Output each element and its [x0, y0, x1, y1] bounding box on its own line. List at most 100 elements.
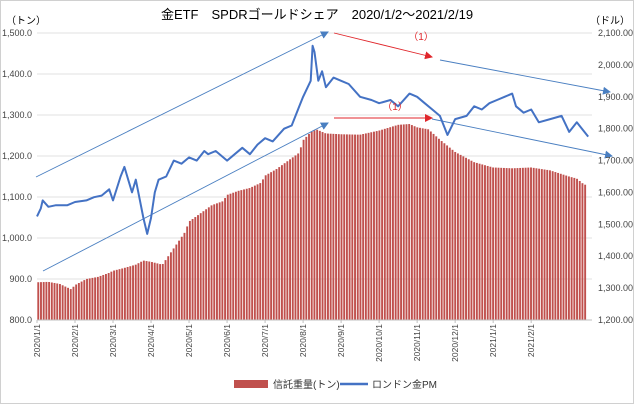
- tonnage-bar: [132, 265, 134, 320]
- tonnage-bar: [502, 167, 505, 320]
- tonnage-bar: [286, 161, 289, 320]
- tonnage-bar: [207, 207, 210, 320]
- tonnage-bar: [169, 252, 172, 320]
- tonnage-bar: [61, 285, 64, 320]
- tonnage-bar: [578, 180, 581, 320]
- tonnage-bar: [272, 170, 275, 320]
- tonnage-bar: [465, 157, 467, 320]
- tonnage-bar: [148, 261, 151, 320]
- legend-bar-label: 信託重量(トン): [273, 378, 340, 391]
- tonnage-bar: [199, 213, 202, 320]
- tonnage-bar: [446, 145, 449, 320]
- tonnage-bar: [313, 130, 316, 320]
- tonnage-bar: [383, 128, 386, 320]
- tonnage-bar: [456, 153, 459, 320]
- tonnage-bar: [478, 163, 481, 320]
- tonnage-bar: [251, 186, 254, 320]
- tonnage-bar: [508, 168, 511, 320]
- tonnage-bar: [492, 167, 495, 320]
- tonnage-bar: [159, 264, 162, 320]
- right-axis-tick: 1,600.00: [598, 187, 633, 197]
- tonnage-bar: [467, 159, 470, 320]
- red-arrow-upper: [333, 32, 433, 60]
- tonnage-bar: [524, 167, 527, 320]
- tonnage-bar: [391, 126, 394, 321]
- tonnage-bar: [354, 134, 356, 320]
- tonnage-bar: [221, 201, 224, 320]
- tonnage-bar: [134, 264, 137, 320]
- tonnage-bar: [275, 169, 278, 320]
- tonnage-bar: [451, 149, 454, 320]
- tonnage-bar: [142, 260, 145, 320]
- tonnage-bar: [153, 262, 156, 320]
- tonnage-bar: [167, 256, 170, 320]
- left-axis-unit: （トン）: [6, 15, 46, 27]
- legend-line-label: ロンドン金PM: [372, 378, 437, 391]
- tonnage-bar: [88, 278, 91, 320]
- tonnage-bar: [283, 163, 286, 320]
- x-axis-tick: 2020/3/1: [108, 324, 118, 357]
- tonnage-bar: [294, 155, 297, 320]
- tonnage-bar: [197, 215, 199, 320]
- legend-bar-swatch: [234, 380, 268, 388]
- tonnage-bar: [105, 273, 107, 320]
- uptrend-arrow-lower: [42, 122, 329, 272]
- tonnage-bar: [332, 133, 335, 320]
- tonnage-bar: [386, 128, 389, 320]
- tonnage-bar: [410, 125, 413, 321]
- right-axis-tick: 1,400.00: [598, 251, 633, 261]
- tonnage-bar: [151, 262, 153, 320]
- tonnage-bar: [462, 156, 465, 320]
- x-axis-tick: 2020/1/1: [32, 324, 42, 357]
- tonnage-bar: [297, 153, 300, 320]
- tonnage-bar: [335, 134, 338, 320]
- tonnage-bar: [115, 269, 118, 320]
- tonnage-bar: [205, 209, 208, 320]
- tonnage-bar: [324, 133, 327, 320]
- tonnage-bar: [562, 174, 565, 320]
- uptrend-arrow-upper: [35, 31, 329, 178]
- tonnage-bar: [118, 269, 121, 320]
- tonnage-bar: [69, 289, 72, 320]
- tonnage-bar: [123, 267, 126, 320]
- tonnage-bar: [413, 126, 416, 321]
- x-axis-tick: 2020/10/1: [374, 324, 384, 362]
- tonnage-bar: [435, 136, 438, 320]
- tonnage-bar: [527, 167, 530, 320]
- tonnage-bar: [77, 283, 80, 320]
- right-axis-tick: 1,800.00: [598, 124, 633, 134]
- tonnage-bar: [42, 282, 45, 320]
- tonnage-bar: [216, 203, 218, 320]
- x-axis-tick: 2020/7/1: [260, 324, 270, 357]
- tonnage-bar: [511, 168, 514, 320]
- tonnage-bar: [164, 260, 167, 320]
- left-axis-tick: 1,500.0: [2, 28, 32, 38]
- tonnage-bar: [535, 168, 538, 320]
- tonnage-bar: [448, 147, 451, 320]
- tonnage-bar: [497, 167, 500, 320]
- right-axis-unit: （ドル）: [590, 15, 630, 27]
- tonnage-bar: [318, 130, 321, 320]
- tonnage-bar: [278, 167, 281, 320]
- tonnage-bar: [345, 134, 348, 320]
- x-axis-tick: 2020/12/1: [450, 324, 460, 362]
- downtrend-arrow-lower: [431, 118, 613, 159]
- tonnage-bar: [513, 168, 516, 320]
- tonnage-bar: [438, 138, 440, 320]
- legend: 信託重量(トン) ロンドン金PM: [234, 378, 437, 391]
- tonnage-bar: [64, 286, 67, 320]
- tonnage-bar: [351, 134, 354, 320]
- chart-title: 金ETF SPDRゴールドシェア 2020/1/2～2021/2/19: [161, 7, 473, 22]
- x-axis-tick: 2020/2/1: [70, 324, 80, 357]
- tonnage-bar: [96, 276, 99, 320]
- tonnage-bar: [72, 286, 75, 320]
- tonnage-bar: [113, 270, 116, 320]
- tonnage-bar: [402, 124, 405, 320]
- tonnage-bar: [408, 124, 411, 320]
- tonnage-bar: [299, 147, 302, 320]
- tonnage-bar: [218, 202, 221, 320]
- tonnage-bar: [337, 134, 340, 320]
- tonnage-bar: [94, 277, 97, 320]
- tonnage-bar: [37, 282, 40, 320]
- tonnage-bar: [237, 190, 240, 320]
